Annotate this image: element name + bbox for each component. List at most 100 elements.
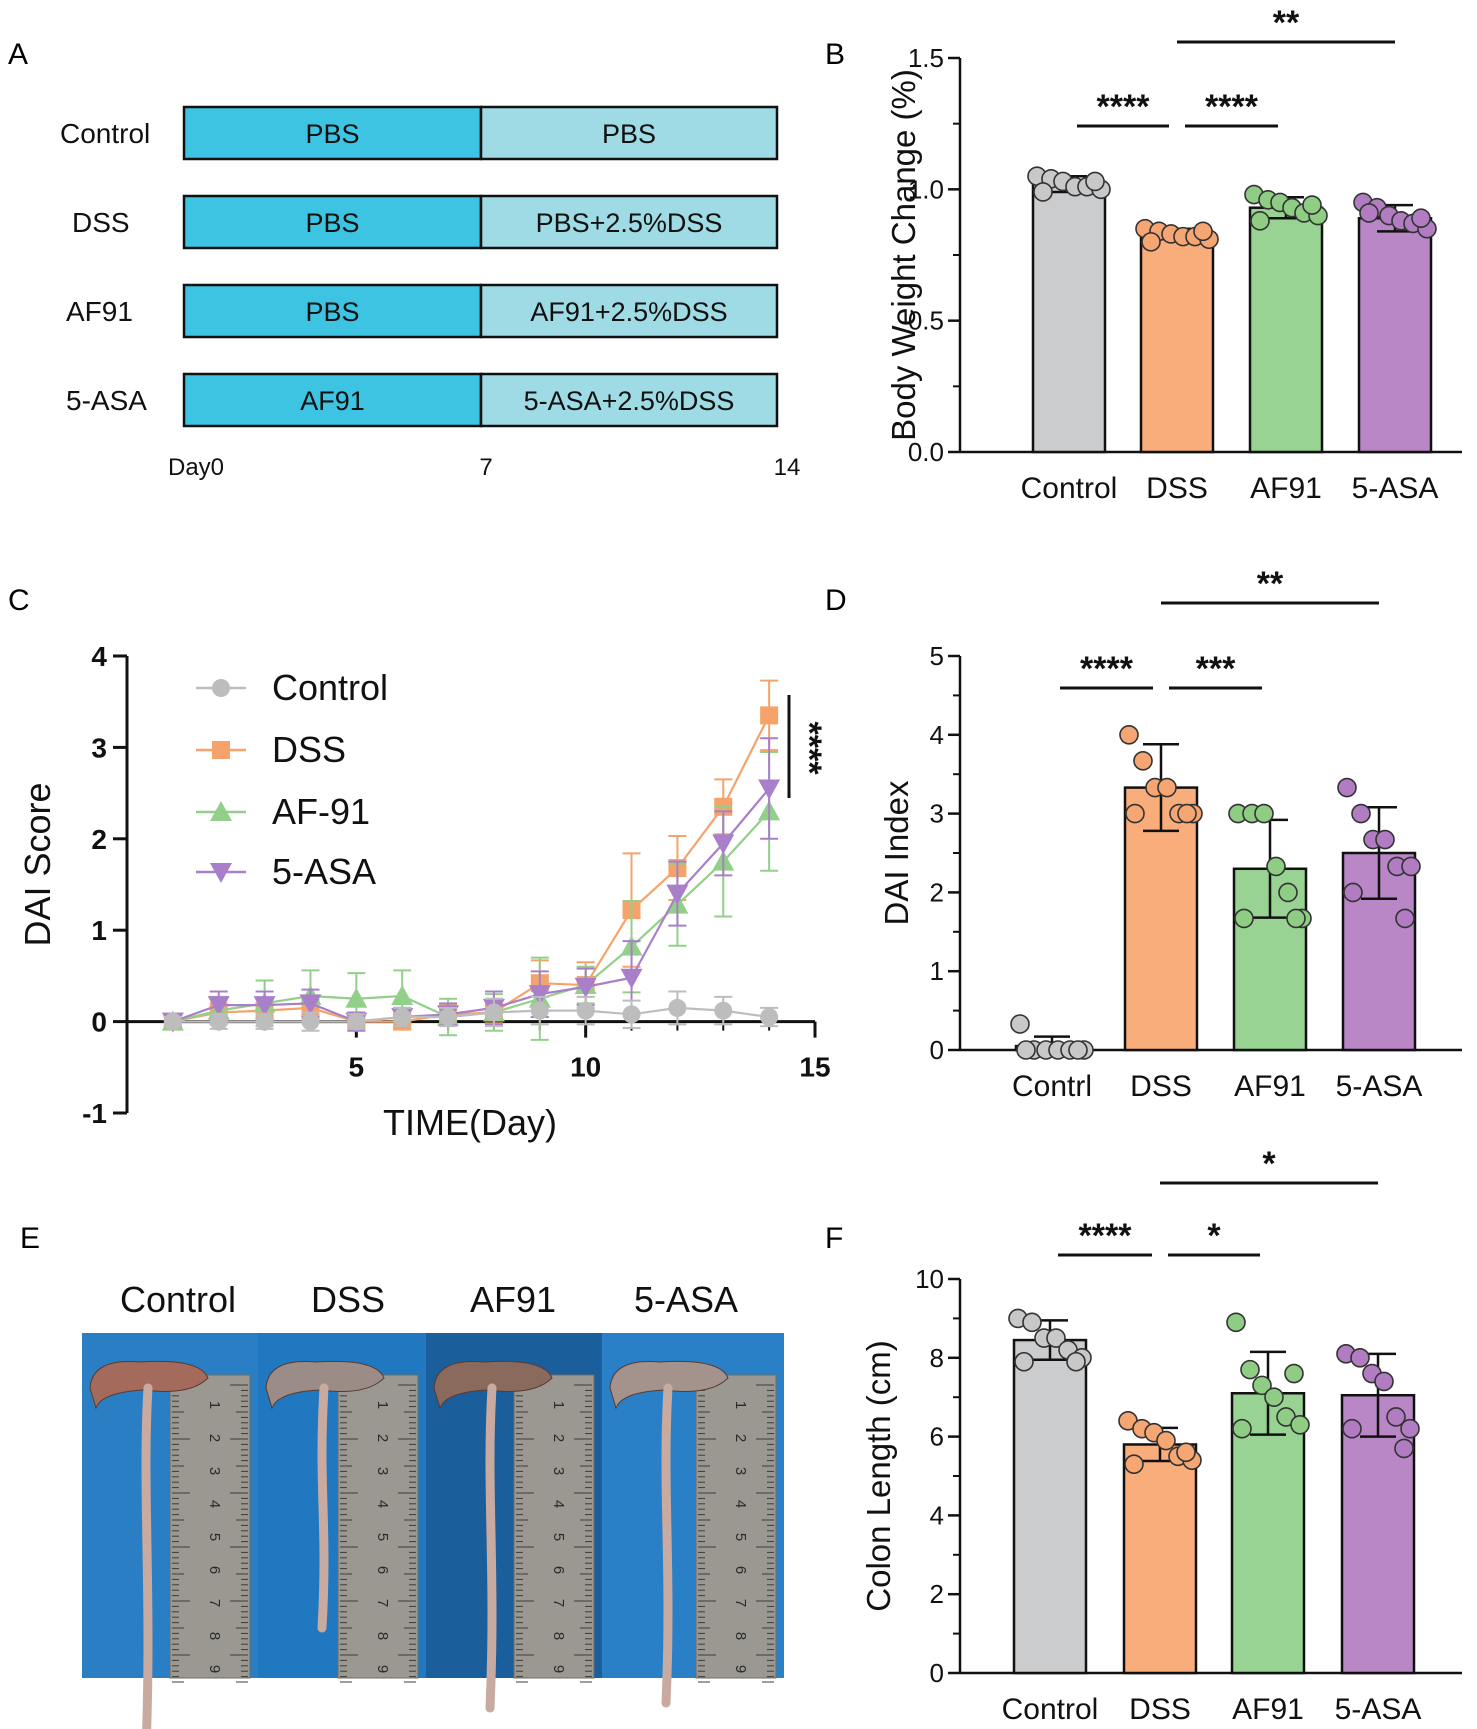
significance-label: **** [790,722,828,776]
timeline-day-label: 7 [479,454,492,481]
phase-one-label: PBS [305,208,359,238]
data-point [1337,777,1357,798]
y-axis-title: Colon Length (cm) [860,1340,897,1611]
bar [1357,216,1433,454]
ruler-number: 9 [206,1665,223,1673]
data-point [1133,751,1153,771]
phase-two-label: AF91+2.5%DSS [530,297,727,327]
bar [1230,1392,1306,1675]
panel-letter-a: A [8,38,28,71]
data-point [1342,1418,1362,1439]
legend-label: AF-91 [272,791,370,832]
y-tick-label: 0.5 [908,306,944,336]
ruler-number: 4 [550,1500,567,1508]
y-tick-label: 1 [91,915,107,946]
series-marker [253,996,276,1017]
ruler-number: 8 [206,1632,223,1640]
panel-letter-d: D [825,584,847,617]
ruler-number: 8 [374,1632,391,1640]
ruler-number: 8 [732,1632,749,1640]
photo-label: DSS [311,1279,385,1320]
ruler-number: 9 [732,1665,749,1673]
x-tick-label: Contrl [1012,1070,1092,1103]
bar [1139,232,1215,454]
data-point [1119,724,1139,745]
photo-label: AF91 [470,1279,556,1320]
legend-label: DSS [272,729,346,770]
x-tick-label: AF91 [1232,1693,1304,1726]
data-point [1278,882,1298,903]
data-point [1022,1312,1042,1333]
y-tick-label: 1.0 [908,174,944,204]
panel-letter-b: B [825,38,845,71]
ruler-number: 8 [550,1632,567,1640]
ruler-number: 1 [374,1401,391,1409]
colon-tube [661,1383,673,1708]
series-marker [758,779,781,800]
data-point [1350,1348,1370,1368]
series-marker [530,1001,549,1020]
series-marker [760,706,779,725]
x-tick-label: 5-ASA [1352,472,1439,505]
ruler-number: 6 [732,1566,749,1574]
ruler-number: 2 [732,1434,749,1442]
series-marker [622,1005,641,1024]
ruler-number: 1 [550,1401,567,1409]
phase-one-label: AF91 [300,386,365,416]
colon-tube [317,1383,329,1633]
data-point [1264,1387,1284,1407]
ruler-number: 4 [206,1500,223,1508]
data-point [1125,803,1145,824]
x-tick-label: DSS [1146,472,1208,505]
y-tick-label: 0 [930,1658,944,1688]
series-marker [668,998,687,1017]
series-marker [391,985,414,1006]
significance-label: ** [1257,565,1284,603]
series-marker [760,1008,779,1027]
panel-letter-c: C [8,584,30,617]
ruler-number: 9 [550,1665,567,1673]
ruler-number: 2 [374,1434,391,1442]
phase-two-label: PBS+2.5%DSS [536,208,723,238]
photo-label: Control [120,1279,236,1320]
y-tick-label: 5 [930,641,944,671]
series-marker [163,1012,182,1031]
x-tick-label: 5-ASA [1336,1070,1423,1103]
significance-label: **** [1079,1217,1133,1255]
ruler-number: 3 [374,1467,391,1475]
y-tick-label: 4 [930,720,944,750]
data-point [1374,1371,1394,1392]
phase-two-label: 5-ASA+2.5%DSS [524,386,735,416]
data-point [1177,803,1197,824]
phase-two-label: PBS [602,119,656,149]
data-point [1033,182,1053,202]
legend-label: Control [272,667,388,708]
colon-tube [485,1383,497,1713]
series-marker [207,996,230,1017]
series-line [172,787,770,1023]
y-tick-label: 0.0 [908,437,944,467]
data-point [1351,803,1371,824]
phase-two-block [479,283,779,339]
ruler-number: 1 [732,1401,749,1409]
bar [1122,1443,1198,1675]
data-point [1010,1014,1030,1034]
ruler-number: 6 [206,1566,223,1574]
colon-tube [141,1383,153,1729]
y-tick-label: 6 [930,1422,944,1452]
data-point [1286,908,1306,929]
series-line [172,810,770,1023]
data-point [1068,1040,1088,1060]
phase-one-block [182,283,483,339]
phase-two-block [479,105,779,161]
ruler-number: 5 [374,1533,391,1541]
data-point [1343,882,1363,903]
ruler-number: 5 [206,1533,223,1541]
data-point [1240,1359,1260,1380]
data-point [1066,1351,1086,1372]
x-tick-label: Control [1002,1693,1099,1726]
y-tick-label: 0 [930,1035,944,1065]
ruler-number: 1 [206,1401,223,1409]
ruler-number: 7 [206,1599,223,1607]
